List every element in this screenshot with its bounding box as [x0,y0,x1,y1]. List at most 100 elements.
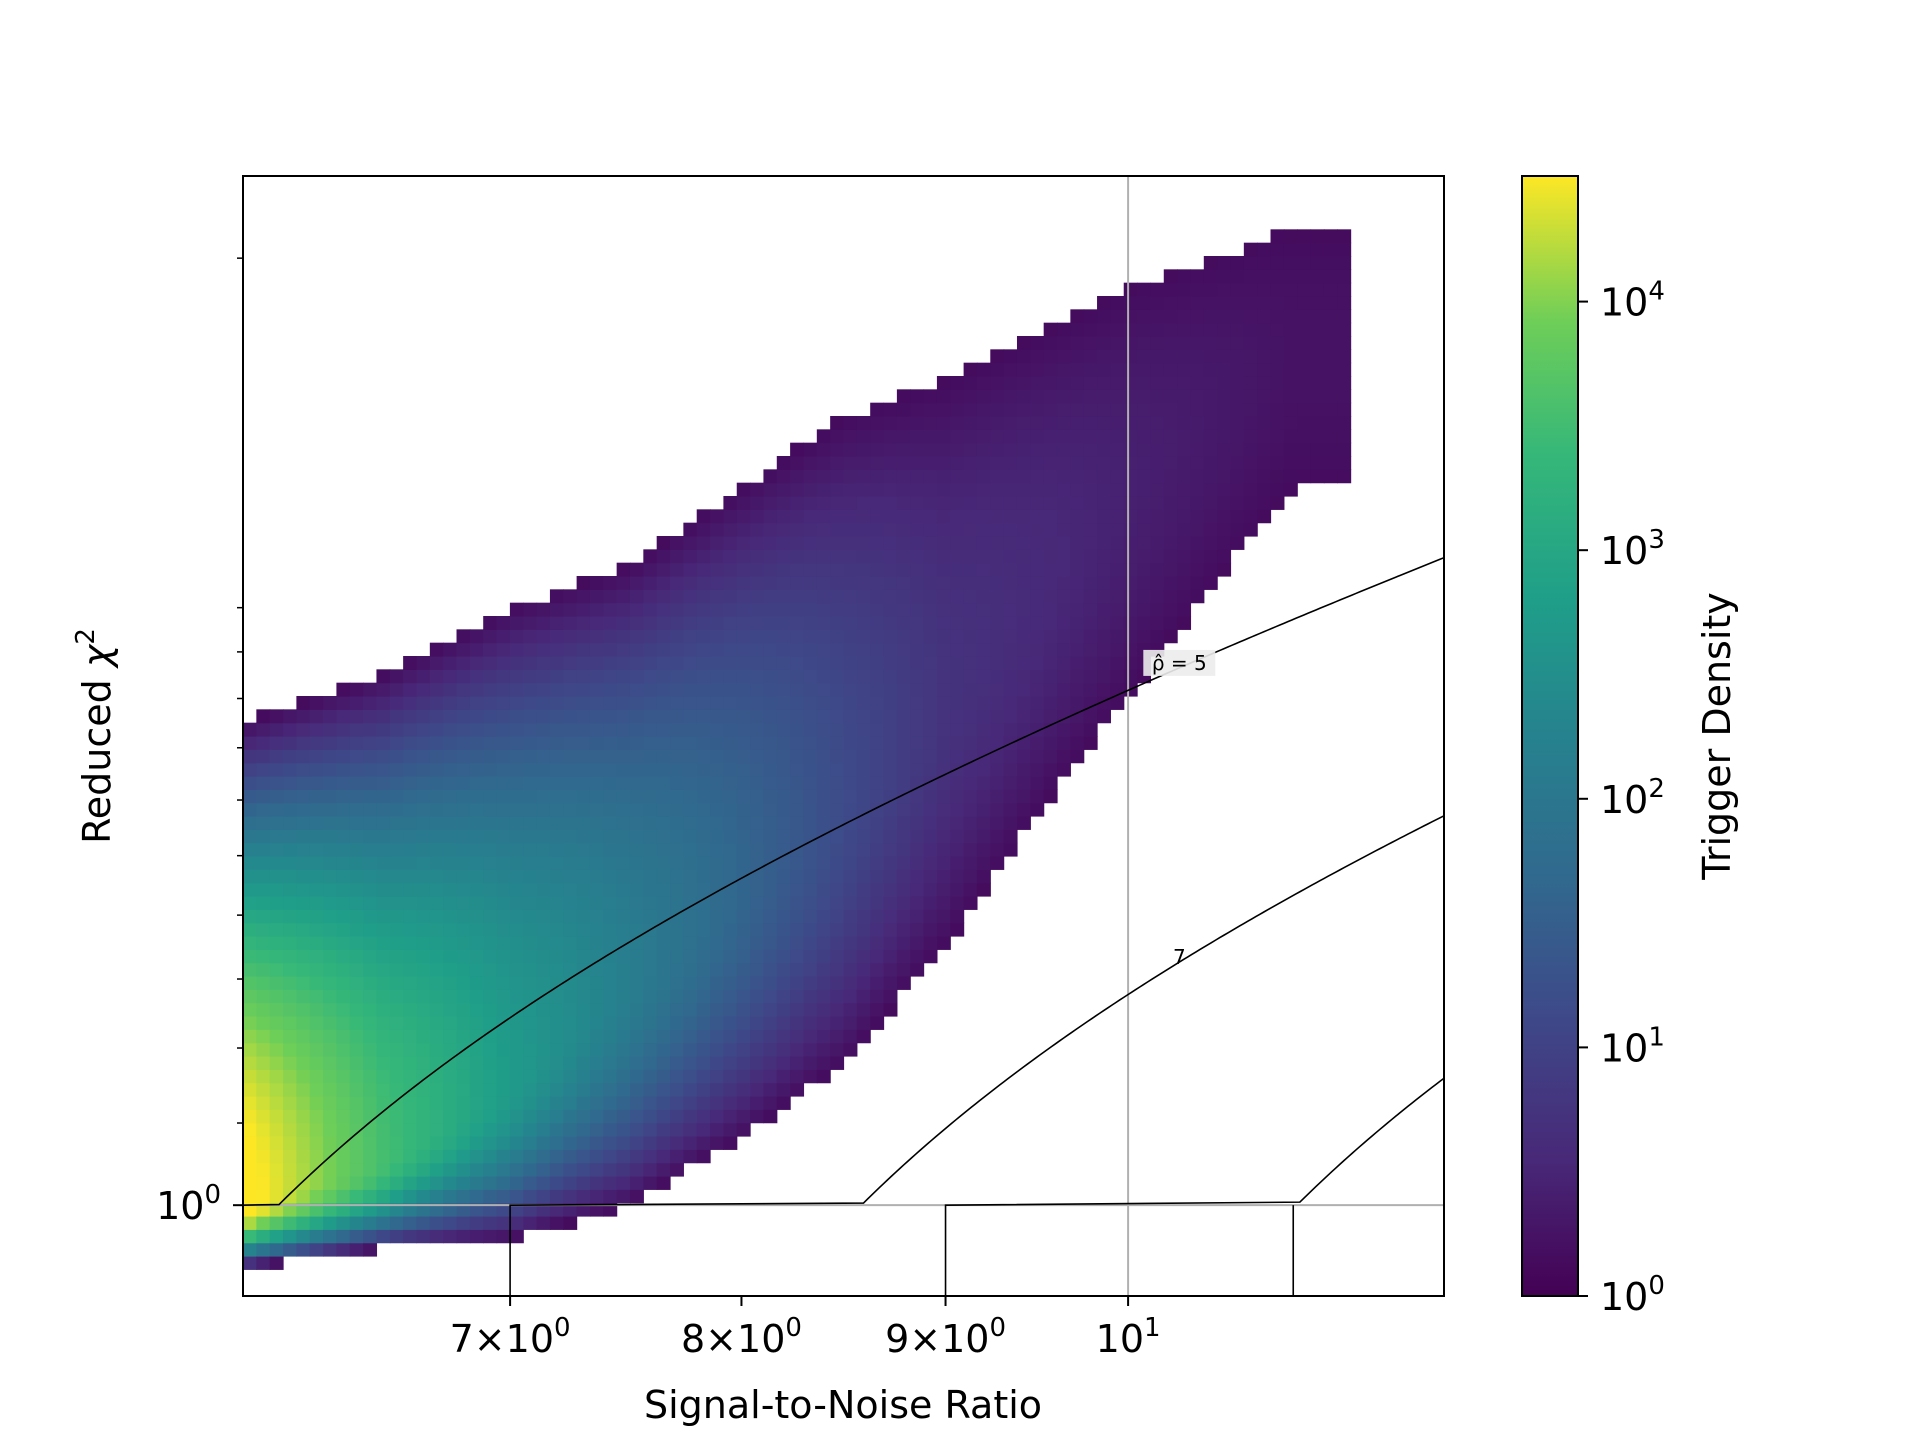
density-cell [283,789,297,804]
density-cell [923,402,938,417]
density-cell [976,429,991,444]
density-cell [643,909,658,924]
density-cell [1030,509,1045,524]
density-cell [536,962,551,977]
density-cell [509,1016,524,1030]
density-cell [1177,496,1192,510]
density-cell [363,1016,378,1030]
density-cell [443,642,458,657]
density-cell [816,1069,831,1084]
density-cell [296,749,311,764]
density-cell [496,802,511,817]
density-cell [469,949,484,964]
density-cell [1043,616,1058,630]
density-cell [1230,522,1245,537]
density-cell [283,736,297,750]
density-cell [256,1229,271,1244]
density-cell [523,936,538,950]
density-cell [589,1189,604,1204]
density-cell [429,1096,444,1110]
density-cell [1150,456,1165,470]
density-cell [296,949,311,964]
density-cell [283,1096,297,1110]
density-cell [349,1069,364,1084]
density-cell [536,776,551,790]
density-cell [443,762,458,777]
density-cell [376,816,391,830]
density-cell [830,416,845,430]
density-cell [936,602,951,617]
density-cell [683,882,698,897]
density-cell [750,1042,765,1057]
density-cell [1150,402,1165,417]
density-cell [923,656,938,670]
density-cell [443,696,458,710]
density-cell [710,909,724,924]
density-cell [843,856,858,870]
density-cell [976,736,991,750]
density-cell [456,762,471,777]
density-cell [696,776,711,790]
density-cell [1043,736,1058,750]
density-cell [883,882,898,897]
density-cell [710,602,724,617]
density-cell [629,736,644,750]
density-cell [1057,616,1071,630]
density-cell [1177,376,1192,390]
density-cell [563,1149,578,1164]
density-cell [723,1109,738,1124]
density-cell [723,696,738,710]
density-cell [710,642,724,657]
density-cell [883,496,898,510]
density-cell [1310,469,1325,484]
density-cell [1070,469,1085,484]
density-cell [376,722,391,737]
density-cell [496,1069,511,1084]
density-cell [656,536,671,550]
density-cell [549,602,564,617]
density-cell [963,856,978,870]
density-cell [549,589,564,604]
density-cell [896,442,911,457]
density-cell [1043,362,1058,377]
density-cell [1057,736,1071,750]
density-cell [803,696,818,710]
density-cell [816,682,831,697]
density-cell [496,1189,511,1204]
density-cell [536,802,551,817]
density-cell [603,616,618,630]
density-cell [536,1176,551,1190]
density-cell [469,1162,484,1177]
density-cell [523,829,538,844]
density-cell [1137,402,1152,417]
density-cell [1123,482,1138,497]
density-cell [736,1016,751,1030]
density-cell [403,1216,418,1230]
density-cell [456,1016,471,1030]
density-cell [763,962,778,977]
density-cell [1177,416,1192,430]
density-cell [256,1069,271,1084]
density-cell [696,936,711,950]
density-cell [616,1176,631,1190]
density-cell [1123,522,1138,537]
density-cell [389,749,404,764]
density-cell [763,482,778,497]
density-cell [723,1029,738,1044]
density-cell [1057,469,1071,484]
density-cell [336,856,351,870]
density-cell [1243,456,1258,470]
density-cell [323,1176,338,1190]
density-cell [616,642,631,657]
density-cell [389,669,404,684]
density-cell [576,936,591,950]
density-cell [670,1002,684,1017]
x-tick-label: 9×100 [885,1313,1006,1361]
density-cell [1057,549,1071,564]
density-cell [1137,589,1152,604]
density-cell [429,896,444,910]
density-cell [563,882,578,897]
density-cell [496,949,511,964]
density-cell [1337,429,1352,444]
density-cell [856,816,871,830]
